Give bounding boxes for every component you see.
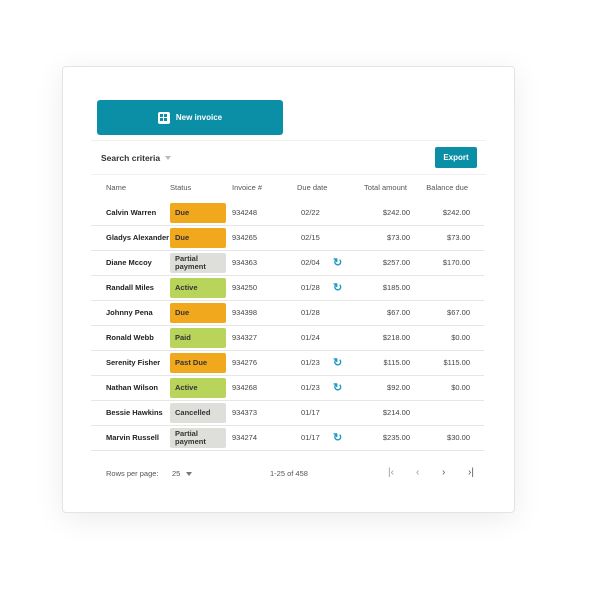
column-header-due-date[interactable]: Due date <box>297 183 328 192</box>
cell-invoice[interactable]: 934327 <box>232 333 258 342</box>
cell-name: Randall Miles <box>106 283 154 292</box>
rows-per-page-value: 25 <box>172 469 181 478</box>
status-badge: Partial payment <box>170 428 226 448</box>
export-button[interactable]: Export <box>435 147 477 168</box>
cell-name: Calvin Warren <box>106 208 157 217</box>
cell-balance: $115.00 <box>443 358 470 367</box>
chevron-down-icon <box>165 156 172 160</box>
cell-due-date: 01/23 <box>301 358 320 367</box>
cell-balance: $0.00 <box>451 383 470 392</box>
search-criteria-dropdown[interactable]: Search criteria <box>101 153 172 163</box>
column-header-status[interactable]: Status <box>170 183 192 192</box>
last-page-icon[interactable]: ›| <box>468 467 474 478</box>
cell-name: Diane Mccoy <box>106 258 152 267</box>
cell-due-date: 01/24 <box>301 333 320 342</box>
new-invoice-button[interactable]: New invoice <box>97 100 283 135</box>
cell-total: $235.00 <box>382 433 410 442</box>
column-header-name[interactable]: Name <box>106 183 127 192</box>
column-header-total[interactable]: Total amount <box>364 183 407 192</box>
recurring-icon: ↻ <box>333 282 343 294</box>
cell-total: $185.00 <box>382 283 410 292</box>
rows-per-page-label: Rows per page: <box>106 469 159 478</box>
table-row[interactable]: Diane Mccoy Partial payment 934363 02/04… <box>91 251 484 276</box>
status-badge: Active <box>170 278 226 298</box>
recurring-icon: ↻ <box>333 257 343 269</box>
cell-invoice[interactable]: 934265 <box>232 233 258 242</box>
table-row[interactable]: Nathan Wilson Active 934268 01/23 ↻ $92.… <box>91 376 484 401</box>
cell-total: $214.00 <box>382 408 410 417</box>
table-row[interactable]: Bessie Hawkins Cancelled 934373 01/17 $2… <box>91 401 484 426</box>
cell-due-date: 01/23 <box>301 383 320 392</box>
cell-due-date: 02/04 <box>301 258 320 267</box>
status-badge: Past Due <box>170 353 226 373</box>
cell-total: $257.00 <box>382 258 410 267</box>
cell-total: $242.00 <box>382 208 410 217</box>
cell-name: Johnny Pena <box>106 308 153 317</box>
cell-total: $115.00 <box>383 358 410 367</box>
column-header-invoice[interactable]: Invoice # <box>232 183 263 192</box>
cell-balance: $30.00 <box>447 433 470 442</box>
next-page-icon[interactable]: › <box>442 467 446 478</box>
cell-invoice[interactable]: 934398 <box>232 308 258 317</box>
cell-invoice[interactable]: 934274 <box>232 433 258 442</box>
page-range: 1-25 of 458 <box>270 469 308 478</box>
status-badge: Cancelled <box>170 403 226 423</box>
cell-total: $92.00 <box>387 383 410 392</box>
cell-name: Ronald Webb <box>106 333 154 342</box>
cell-due-date: 01/17 <box>301 433 320 442</box>
cell-invoice[interactable]: 934268 <box>232 383 258 392</box>
status-badge: Paid <box>170 328 226 348</box>
cell-balance: $67.00 <box>447 308 470 317</box>
cell-due-date: 02/15 <box>301 233 320 242</box>
cell-invoice[interactable]: 934250 <box>232 283 258 292</box>
grid-icon <box>157 111 170 124</box>
cell-due-date: 01/17 <box>301 408 320 417</box>
cell-balance: $242.00 <box>442 208 470 217</box>
table-row[interactable]: Gladys Alexander Due 934265 02/15 $73.00… <box>91 226 484 251</box>
cell-due-date: 01/28 <box>301 308 320 317</box>
cell-due-date: 02/22 <box>301 208 320 217</box>
status-badge: Due <box>170 203 226 223</box>
cell-name: Bessie Hawkins <box>106 408 163 417</box>
prev-page-icon[interactable]: ‹ <box>416 467 420 478</box>
search-criteria-label: Search criteria <box>101 153 161 163</box>
recurring-icon: ↻ <box>333 382 343 394</box>
cell-name: Nathan Wilson <box>106 383 159 392</box>
new-invoice-label: New invoice <box>175 113 223 122</box>
table-row[interactable]: Ronald Webb Paid 934327 01/24 $218.00 $0… <box>91 326 484 351</box>
cell-due-date: 01/28 <box>301 283 320 292</box>
table-row[interactable]: Calvin Warren Due 934248 02/22 $242.00 $… <box>91 201 484 226</box>
rows-per-page: Rows per page: <box>106 469 159 478</box>
cell-name: Gladys Alexander <box>106 233 170 242</box>
cell-total: $67.00 <box>387 308 410 317</box>
cell-invoice[interactable]: 934276 <box>232 358 258 367</box>
table-row[interactable]: Randall Miles Active 934250 01/28 ↻ $185… <box>91 276 484 301</box>
cell-invoice[interactable]: 934248 <box>232 208 258 217</box>
recurring-icon: ↻ <box>333 432 343 444</box>
cell-invoice[interactable]: 934373 <box>232 408 258 417</box>
table-row[interactable]: Marvin Russell Partial payment 934274 01… <box>91 426 484 451</box>
table-row[interactable]: Serenity Fisher Past Due 934276 01/23 ↻ … <box>91 351 484 376</box>
cell-balance: $170.00 <box>442 258 470 267</box>
cell-total: $218.00 <box>382 333 410 342</box>
cell-balance: $0.00 <box>451 333 470 342</box>
first-page-icon[interactable]: |‹ <box>388 467 394 478</box>
recurring-icon: ↻ <box>333 357 343 369</box>
table-row[interactable]: Johnny Pena Due 934398 01/28 $67.00 $67.… <box>91 301 484 326</box>
cell-balance: $73.00 <box>447 233 470 242</box>
status-badge: Active <box>170 378 226 398</box>
cell-total: $73.00 <box>387 233 410 242</box>
rows-per-page-select[interactable]: 25 <box>172 469 193 478</box>
invoice-card: New invoice Search criteria Export Name … <box>62 66 515 513</box>
cell-name: Marvin Russell <box>106 433 159 442</box>
status-badge: Due <box>170 303 226 323</box>
status-badge: Partial payment <box>170 253 226 273</box>
chevron-down-icon <box>186 471 193 476</box>
divider <box>91 174 486 175</box>
divider <box>91 140 486 141</box>
column-header-balance[interactable]: Balance due <box>426 183 468 192</box>
cell-invoice[interactable]: 934363 <box>232 258 258 267</box>
cell-name: Serenity Fisher <box>106 358 161 367</box>
status-badge: Due <box>170 228 226 248</box>
